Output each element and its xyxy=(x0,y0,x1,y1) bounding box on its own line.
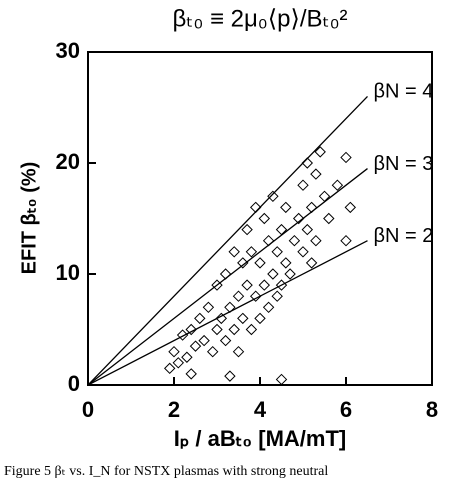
data-point xyxy=(344,201,357,214)
caption: Figure 5 βₜ vs. I_N for NSTX plasmas wit… xyxy=(4,464,328,479)
data-point xyxy=(262,234,275,247)
data-point xyxy=(254,312,266,325)
data-point xyxy=(228,246,240,258)
x-tick-label: 0 xyxy=(82,397,94,422)
data-point xyxy=(241,223,253,236)
data-point xyxy=(198,334,210,347)
data-point xyxy=(280,201,292,214)
data-point xyxy=(301,223,314,236)
data-point xyxy=(340,234,352,247)
y-axis-label: EFIT βₜ₀ (%) xyxy=(18,162,40,275)
data-point xyxy=(280,257,292,269)
data-point xyxy=(275,223,288,236)
data-point xyxy=(219,334,232,347)
data-point xyxy=(271,290,283,302)
data-point xyxy=(245,246,258,258)
y-tick-label: 30 xyxy=(56,38,80,63)
data-point xyxy=(292,212,305,225)
x-tick-label: 2 xyxy=(168,397,180,422)
data-point xyxy=(228,323,240,336)
data-point xyxy=(301,157,314,169)
y-tick-label: 20 xyxy=(56,149,80,174)
data-point xyxy=(211,323,223,336)
data-point xyxy=(194,312,206,325)
beta-n-label: βN = 2 xyxy=(374,225,434,247)
data-point xyxy=(340,151,352,164)
data-point xyxy=(249,290,262,302)
data-point xyxy=(168,345,180,358)
data-point xyxy=(297,179,309,191)
data-point xyxy=(318,190,331,203)
data-point xyxy=(305,257,318,269)
x-axis-label: Iₚ / aBₜ₀ [MA/mT] xyxy=(174,426,347,451)
data-point xyxy=(181,351,193,363)
x-tick-label: 8 xyxy=(426,397,438,422)
beta-n-line xyxy=(87,95,368,386)
data-point xyxy=(323,212,335,225)
data-point xyxy=(232,290,245,302)
data-point xyxy=(267,268,279,280)
beta-n-line xyxy=(87,240,368,386)
y-tick-label: 0 xyxy=(68,371,80,396)
data-point xyxy=(215,312,228,325)
data-point xyxy=(258,212,271,225)
data-point xyxy=(224,370,236,382)
data-point xyxy=(232,345,245,358)
y-tick-label: 10 xyxy=(56,260,80,285)
data-point xyxy=(185,368,197,380)
beta-n-label: βN = 3 xyxy=(374,153,434,175)
x-tick-label: 4 xyxy=(254,397,267,422)
data-point xyxy=(185,323,197,336)
data-point xyxy=(176,329,189,341)
data-point xyxy=(211,279,223,291)
chart-title: βₜ₀ ≡ 2μ₀⟨p⟩/Bₜ₀² xyxy=(172,5,347,32)
data-point xyxy=(254,257,266,269)
data-point xyxy=(163,362,176,375)
data-point xyxy=(237,312,249,325)
data-point xyxy=(262,301,275,314)
data-point xyxy=(310,168,322,180)
beta-n-label: βN = 4 xyxy=(374,81,434,103)
data-point xyxy=(189,340,202,352)
data-point xyxy=(314,146,326,158)
data-point xyxy=(271,246,283,258)
data-point xyxy=(237,257,249,269)
data-point xyxy=(305,201,318,214)
data-point xyxy=(284,268,296,280)
data-point xyxy=(288,234,301,247)
data-point xyxy=(206,345,219,358)
data-point xyxy=(275,373,288,386)
data-point xyxy=(331,179,344,191)
data-point xyxy=(267,190,279,203)
data-point xyxy=(241,279,253,291)
x-tick-label: 6 xyxy=(340,397,352,422)
data-point xyxy=(310,234,322,247)
data-point xyxy=(275,279,288,291)
data-point xyxy=(258,279,271,291)
data-point xyxy=(249,201,262,214)
data-point xyxy=(245,323,258,336)
data-point xyxy=(219,268,232,280)
data-point xyxy=(172,357,185,369)
data-point xyxy=(297,246,309,258)
data-point xyxy=(224,301,236,314)
data-point xyxy=(202,301,215,314)
